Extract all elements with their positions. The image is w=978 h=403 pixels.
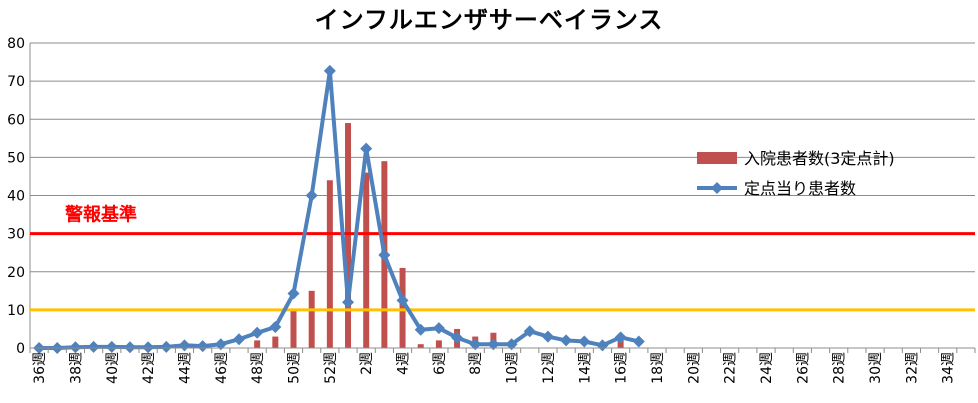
y-tick-label: 0 (16, 341, 25, 357)
bar (290, 309, 297, 348)
line-point (614, 331, 627, 344)
x-tick-label: 46週 (214, 352, 230, 384)
x-tick-label: 36週 (32, 352, 48, 384)
y-tick-label: 70 (7, 74, 25, 90)
x-tick-label: 24週 (759, 352, 775, 384)
reference-line-label: 警報基準 (65, 204, 137, 226)
x-tick-label: 20週 (686, 352, 702, 384)
line-point (142, 341, 155, 354)
y-tick-label: 40 (7, 189, 25, 205)
series-line (39, 68, 640, 350)
chart-title: インフルエンザサーベイランス (314, 6, 664, 34)
bar (272, 336, 279, 348)
x-tick-label: 32週 (904, 352, 920, 384)
line-point (232, 333, 245, 346)
line-point (487, 338, 500, 351)
x-tick-label: 48週 (250, 352, 266, 384)
line-point (432, 322, 445, 335)
x-axis: 36週 38週 40週 42週 44週 46週 48週 50週 52週 2週 4週 6週 8週 10週 12… (29, 347, 976, 384)
y-tick-label: 10 (7, 303, 25, 319)
line-point (160, 340, 173, 353)
line-point (560, 334, 573, 347)
bar (617, 340, 624, 348)
legend-label-line: 定点当り患者数 (744, 179, 856, 198)
line-point (287, 287, 300, 300)
bar (254, 340, 261, 348)
x-tick-label: 18週 (650, 352, 666, 384)
x-tick-label: 34週 (941, 352, 957, 384)
legend: 入院患者数(3定点計) 定点当り患者数 (697, 149, 895, 198)
line-point (87, 340, 100, 353)
line-point (214, 338, 227, 351)
bar (308, 290, 315, 348)
bar (363, 172, 370, 348)
x-tick-label: 4週 (396, 352, 412, 375)
x-tick-label: 6週 (432, 352, 448, 375)
bar (417, 344, 424, 348)
x-tick-label: 44週 (177, 352, 193, 384)
x-tick-label: 14週 (577, 352, 593, 384)
x-tick-label: 40週 (105, 352, 121, 384)
bar (399, 267, 406, 348)
line-point (305, 189, 318, 202)
x-tick-label: 22週 (723, 352, 739, 384)
line-point (178, 339, 191, 352)
line-point (360, 142, 373, 155)
line-point (69, 341, 82, 354)
line-point (323, 64, 336, 77)
line-point (342, 296, 355, 309)
bar-series (254, 123, 624, 348)
legend-swatch-marker (711, 182, 723, 194)
y-tick-label: 60 (7, 112, 25, 128)
line-point (196, 340, 209, 353)
y-tick-label: 20 (7, 265, 25, 281)
y-tick-label: 30 (7, 227, 25, 243)
x-tick-label: 12週 (541, 352, 557, 384)
line-point (378, 248, 391, 261)
reference-lines: 警報基準 (30, 204, 975, 312)
x-tick-label: 30週 (868, 352, 884, 384)
line-point (505, 338, 518, 351)
legend-label-bar: 入院患者数(3定点計) (744, 149, 895, 168)
line-point (632, 335, 645, 348)
line-point (123, 341, 136, 354)
line-point (451, 331, 464, 344)
line-point (251, 326, 264, 339)
x-tick-label: 28週 (832, 352, 848, 384)
line-point (396, 294, 409, 307)
x-tick-label: 26週 (795, 352, 811, 384)
x-tick-label: 2週 (359, 352, 375, 375)
x-tick-label: 8週 (468, 352, 484, 375)
x-tick-label: 42週 (141, 352, 157, 384)
y-tick-label: 80 (7, 36, 25, 52)
line-point (541, 330, 554, 343)
x-tick-label: 16週 (614, 352, 630, 384)
bar (326, 180, 333, 348)
line-point (469, 338, 482, 351)
x-tick-label: 50週 (287, 352, 303, 384)
bar (345, 123, 352, 348)
y-axis: 0 10 20 30 40 50 60 70 80 (7, 36, 31, 357)
line-point (414, 323, 427, 336)
line-point (105, 340, 118, 353)
line-point (269, 321, 282, 334)
bar (435, 340, 442, 348)
line-point (596, 339, 609, 352)
line-series (33, 64, 645, 354)
line-point (523, 325, 536, 338)
x-tick-label: 38週 (68, 352, 84, 384)
line-point (578, 335, 591, 348)
x-tick-label: 52週 (323, 352, 339, 384)
y-tick-label: 50 (7, 150, 25, 166)
x-tick-label: 10週 (505, 352, 521, 384)
legend-swatch-bar (697, 152, 737, 164)
